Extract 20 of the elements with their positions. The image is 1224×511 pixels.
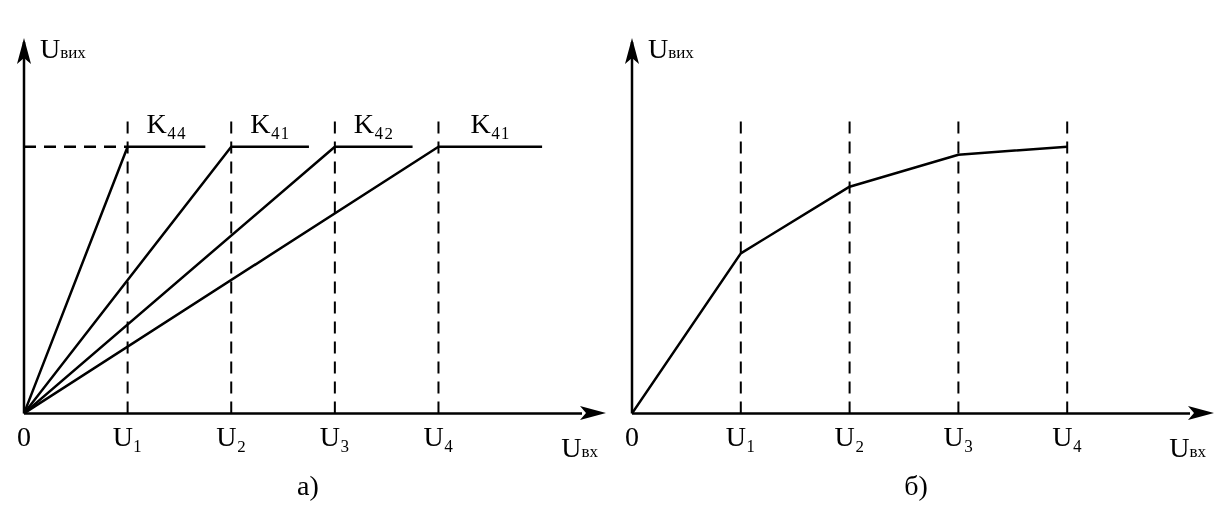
x-tick-label: U₂ <box>834 420 865 452</box>
y-axis-title: Uвих <box>40 33 87 64</box>
series-label: K₄₄ <box>146 107 187 139</box>
series-label: K₄₂ <box>353 107 394 139</box>
x-tick-label: U₃ <box>943 420 974 452</box>
x-tick-label: U₁ <box>112 420 143 452</box>
x-tick-label: U₄ <box>423 420 454 452</box>
y-axis-title: Uвих <box>648 33 695 64</box>
x-tick-label: 0 <box>17 420 31 452</box>
x-tick-label: U₂ <box>216 420 247 452</box>
x-tick-label: U₃ <box>319 420 350 452</box>
x-axis-title: Uвх <box>561 432 599 464</box>
series-label: K₄₁ <box>250 107 290 139</box>
series-label: K₄₁ <box>470 107 511 139</box>
x-tick-label: U₁ <box>725 420 756 452</box>
x-tick-label: 0 <box>625 420 639 452</box>
x-axis-title: Uвх <box>1169 432 1207 464</box>
x-tick-label: U₄ <box>1052 420 1083 452</box>
text: а) <box>297 470 319 501</box>
text: б) <box>904 470 928 501</box>
